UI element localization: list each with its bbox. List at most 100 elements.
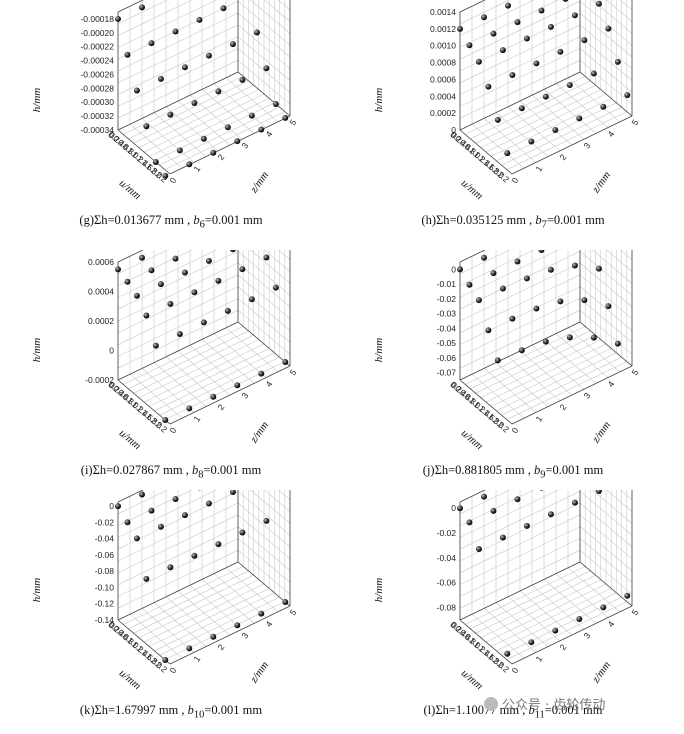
data-point bbox=[500, 286, 506, 292]
data-point bbox=[234, 382, 240, 388]
h-tick-label: -0.00030 bbox=[80, 97, 114, 107]
data-point bbox=[562, 0, 568, 2]
h-axis-label: h/mm bbox=[31, 578, 43, 603]
h-axis-label: h/mm bbox=[31, 338, 43, 363]
data-point bbox=[210, 150, 216, 156]
data-point bbox=[258, 371, 264, 377]
watermark-text: 公众号 · 齿轮传动 bbox=[502, 698, 605, 713]
caption-b-value: =0.001 mm bbox=[545, 463, 603, 477]
h-tick-label: -0.00024 bbox=[80, 56, 114, 66]
h-tick-label: -0.01 bbox=[437, 279, 457, 289]
data-point bbox=[186, 405, 192, 411]
data-points bbox=[115, 250, 288, 423]
z-tick-label: 1 bbox=[533, 654, 544, 664]
data-point bbox=[210, 634, 216, 640]
data-point bbox=[210, 394, 216, 400]
data-point bbox=[186, 161, 192, 167]
data-point bbox=[538, 7, 544, 13]
data-point bbox=[124, 519, 130, 525]
h-tick-label: 0.0004 bbox=[430, 91, 456, 101]
data-point bbox=[134, 87, 140, 93]
chart-svg-g: -0.00018-0.00020-0.00022-0.00024-0.00026… bbox=[0, 0, 342, 212]
chart-svg-i: -0.000200.00020.00040.000600.20.40.60.81… bbox=[0, 250, 342, 462]
data-point bbox=[591, 70, 597, 76]
h-tick-label: -0.04 bbox=[437, 553, 457, 563]
data-point bbox=[139, 255, 145, 261]
z-axis-label: z/mm bbox=[247, 419, 271, 446]
h-tick-label: -0.04 bbox=[95, 534, 115, 544]
data-point bbox=[600, 604, 606, 610]
data-point bbox=[254, 29, 260, 35]
data-point bbox=[282, 115, 288, 121]
z-tick-label: 2 bbox=[215, 152, 226, 162]
data-point bbox=[466, 42, 472, 48]
caption-g: (g)Σh=0.013677 mm , b6=0.001 mm bbox=[0, 213, 342, 231]
data-point bbox=[206, 501, 212, 507]
data-point bbox=[148, 267, 154, 273]
data-point bbox=[258, 611, 264, 617]
z-tick-label: 2 bbox=[557, 402, 568, 412]
data-point bbox=[466, 519, 472, 525]
z-tick-label: 0 bbox=[509, 175, 520, 185]
z-tick-label: 2 bbox=[557, 152, 568, 162]
data-point bbox=[509, 316, 515, 322]
caption-separator: , bbox=[184, 213, 193, 227]
u-axis-label: u/mm bbox=[459, 427, 485, 452]
u-axis-label: u/mm bbox=[459, 667, 485, 692]
data-point bbox=[504, 651, 510, 657]
data-point bbox=[605, 26, 611, 32]
data-point bbox=[457, 266, 463, 272]
z-axis-label: z/mm bbox=[589, 169, 613, 196]
caption-sum: Σh=0.027867 mm bbox=[93, 463, 183, 477]
h-tick-label: -0.04 bbox=[437, 323, 457, 333]
caption-label: (l) bbox=[424, 703, 436, 717]
data-point bbox=[230, 250, 236, 252]
data-point bbox=[139, 4, 145, 10]
z-tick-label: 4 bbox=[605, 129, 616, 139]
u-axis-label: u/mm bbox=[117, 427, 143, 452]
h-tick-label: -0.00018 bbox=[80, 14, 114, 24]
data-points bbox=[115, 490, 288, 663]
z-tick-label: 5 bbox=[629, 607, 640, 617]
caption-sum: Σh=0.881805 mm bbox=[435, 463, 525, 477]
data-point bbox=[206, 53, 212, 59]
z-tick-label: 3 bbox=[239, 141, 250, 151]
data-point bbox=[148, 40, 154, 46]
data-point bbox=[524, 523, 530, 529]
data-point bbox=[581, 297, 587, 303]
data-point bbox=[509, 72, 515, 78]
data-point bbox=[143, 123, 149, 129]
data-point bbox=[567, 82, 573, 88]
data-point bbox=[220, 5, 226, 11]
data-point bbox=[514, 496, 520, 502]
data-point bbox=[172, 256, 178, 262]
z-tick-label: 0 bbox=[509, 665, 520, 675]
h-tick-label: -0.10 bbox=[95, 582, 115, 592]
data-point bbox=[134, 293, 140, 299]
h-tick-label: 0 bbox=[109, 346, 114, 356]
h-tick-label: 0.0004 bbox=[88, 287, 114, 297]
data-point bbox=[519, 105, 525, 111]
h-tick-label: -0.06 bbox=[437, 353, 457, 363]
chart-svg-k: 0-0.02-0.04-0.06-0.08-0.10-0.12-0.1400.2… bbox=[0, 490, 342, 702]
data-point bbox=[557, 49, 563, 55]
caption-i: (i)Σh=0.027867 mm , b8=0.001 mm bbox=[0, 463, 342, 481]
data-point bbox=[514, 19, 520, 25]
caption-label: (i) bbox=[81, 463, 93, 477]
data-point bbox=[153, 343, 159, 349]
z-tick-label: 4 bbox=[605, 619, 616, 629]
h-tick-label: -0.00028 bbox=[80, 83, 114, 93]
data-point bbox=[182, 512, 188, 518]
data-point bbox=[167, 112, 173, 118]
data-point bbox=[282, 359, 288, 365]
data-point bbox=[162, 657, 168, 663]
z-tick-label: 1 bbox=[533, 414, 544, 424]
data-point bbox=[258, 127, 264, 133]
h-tick-label: 0.0010 bbox=[430, 41, 456, 51]
data-point bbox=[148, 508, 154, 514]
data-point bbox=[457, 505, 463, 511]
data-point bbox=[139, 491, 145, 497]
data-point bbox=[576, 115, 582, 121]
h-tick-label: -0.08 bbox=[95, 566, 115, 576]
data-point bbox=[230, 490, 236, 495]
